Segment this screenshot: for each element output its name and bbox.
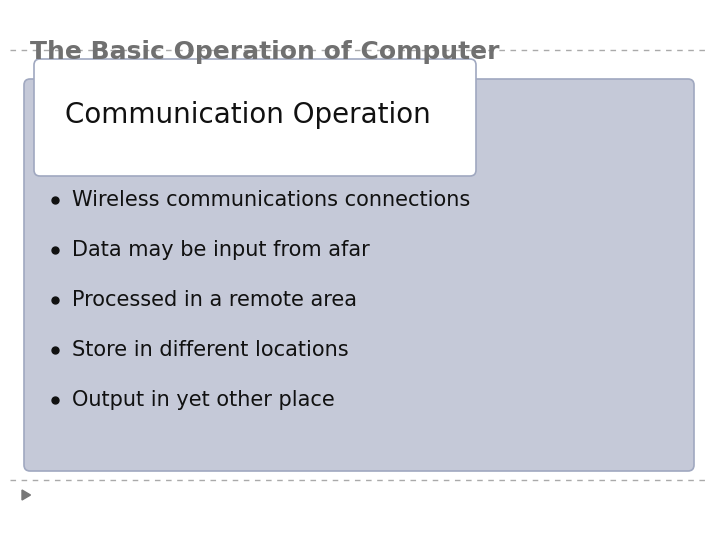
Text: Store in different locations: Store in different locations	[72, 340, 348, 360]
Text: Processed in a remote area: Processed in a remote area	[72, 290, 357, 310]
Text: Communication Operation: Communication Operation	[65, 101, 431, 129]
FancyBboxPatch shape	[24, 79, 694, 471]
Text: Wireless communications connections: Wireless communications connections	[72, 190, 470, 210]
FancyBboxPatch shape	[34, 59, 476, 176]
Polygon shape	[22, 490, 30, 500]
Text: The Basic Operation of Computer: The Basic Operation of Computer	[30, 40, 500, 64]
Text: Data may be input from afar: Data may be input from afar	[72, 240, 370, 260]
Text: Output in yet other place: Output in yet other place	[72, 390, 335, 410]
